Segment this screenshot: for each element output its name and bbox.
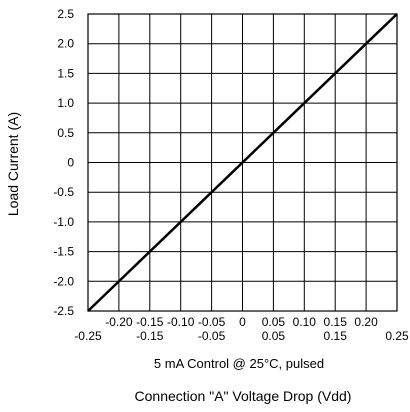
x-tick-label: 0.25: [385, 329, 409, 343]
x-tick-label: 0.15: [324, 329, 348, 343]
x-tick-label: 0: [239, 315, 246, 329]
grid: [87, 13, 398, 312]
y-tick-labels: 2.5 2.0 1.5 1.0 0.5 0 -0.5 -1.0 -1.5 -2.0 -2.5: [53, 7, 74, 318]
x-tick-label: -0.25: [74, 329, 102, 343]
y-tick-label: 1.5: [57, 66, 74, 80]
y-tick-label: 0.5: [57, 126, 74, 140]
x-tick-label: 0.05: [262, 329, 286, 343]
x-tick-label: -0.15: [136, 329, 164, 343]
x-tick-label: -0.10: [167, 315, 195, 329]
x-tick-label: 0.15: [324, 315, 348, 329]
y-tick-label: -1.5: [53, 245, 74, 259]
y-tick-label: -2.5: [53, 304, 74, 318]
x-tick-label: 0.05: [262, 315, 286, 329]
x-tick-label: -0.20: [105, 315, 133, 329]
series-line: [87, 13, 398, 312]
x-axis-title: Connection "A" Voltage Drop (Vdd): [135, 388, 352, 404]
x-tick-labels: -0.20 -0.15 -0.10 -0.05 0 0.05 0.10 0.15 0.20 -0.…: [74, 315, 409, 343]
y-tick-label: -1.0: [53, 215, 74, 229]
x-tick-label: -0.05: [198, 329, 226, 343]
y-tick-label: 1.0: [57, 96, 74, 110]
y-tick-label: 0: [67, 156, 74, 170]
x-tick-label: 0.10: [293, 315, 317, 329]
x-tick-label: -0.15: [136, 315, 164, 329]
y-axis-title: Load Current (A): [5, 112, 21, 216]
series-layer: [87, 13, 398, 312]
y-tick-label: -2.0: [53, 274, 74, 288]
x-tick-label: 0.20: [354, 315, 378, 329]
y-tick-label: 2.0: [57, 37, 74, 51]
x-tick-label: -0.05: [198, 315, 226, 329]
y-tick-label: -0.5: [53, 185, 74, 199]
plot-frame: [87, 13, 398, 312]
y-tick-label: 2.5: [57, 7, 74, 21]
chart-note: 5 mA Control @ 25°C, pulsed: [154, 356, 324, 371]
